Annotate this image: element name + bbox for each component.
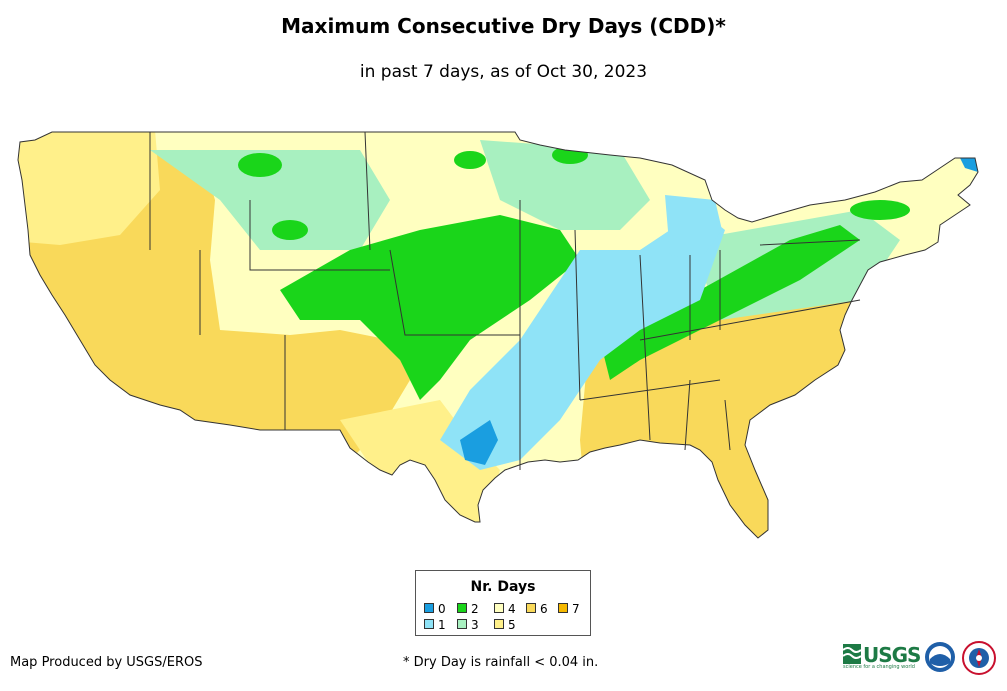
usgs-tagline: science for a changing world [843,664,915,670]
usgs-wave-icon [843,644,861,664]
region-2-eastern-band [600,225,860,380]
green-spot-wyoming [272,220,308,240]
us-cdd-map [17,131,979,539]
footnote-text: * Dry Day is rainfall < 0.04 in. [403,655,599,670]
noaa-logo-icon [925,642,955,672]
legend-label-6: 6 [540,602,548,616]
legend-swatch-0 [424,603,434,613]
green-spot-montana [238,153,282,177]
usgs-logo: USGS science for a changing world [843,643,921,670]
legend-label-4: 4 [508,602,516,616]
legend-label-3: 3 [471,618,479,632]
region-5-northwest [18,132,160,245]
credit-text: Map Produced by USGS/EROS [10,655,203,670]
region-0-texas [460,420,498,465]
region-2-central-band [280,215,580,400]
legend-swatch-3 [457,619,467,629]
legend: Nr. Days 0 1 2 3 4 5 6 7 [415,570,591,636]
green-spot-new-york [850,200,910,220]
legend-swatch-1 [424,619,434,629]
legend-title: Nr. Days [470,579,536,595]
region-1-midwest-texas [440,210,725,470]
green-spot-north-dakota [454,151,486,169]
region-1-michigan [665,195,722,260]
region-3-north [150,150,390,250]
legend-swatch-5 [494,619,504,629]
legend-label-2: 2 [471,602,479,616]
legend-swatch-2 [457,603,467,613]
state-borders [17,131,979,539]
legend-label-0: 0 [438,602,446,616]
legend-swatch-6 [526,603,536,613]
usgs-wordmark: USGS [863,643,921,667]
region-0-maine [960,158,978,172]
legend-swatch-4 [494,603,504,613]
legend-label-1: 1 [438,618,446,632]
map-title: Maximum Consecutive Dry Days (CDD)* [281,14,726,38]
legend-label-5: 5 [508,618,516,632]
interior-borders [149,131,861,470]
legend-swatch-7 [558,603,568,613]
legend-label-7: 7 [572,602,580,616]
region-3-upper-midwest [480,140,650,230]
nws-logo-icon [962,641,996,675]
map-subtitle: in past 7 days, as of Oct 30, 2023 [359,62,648,82]
